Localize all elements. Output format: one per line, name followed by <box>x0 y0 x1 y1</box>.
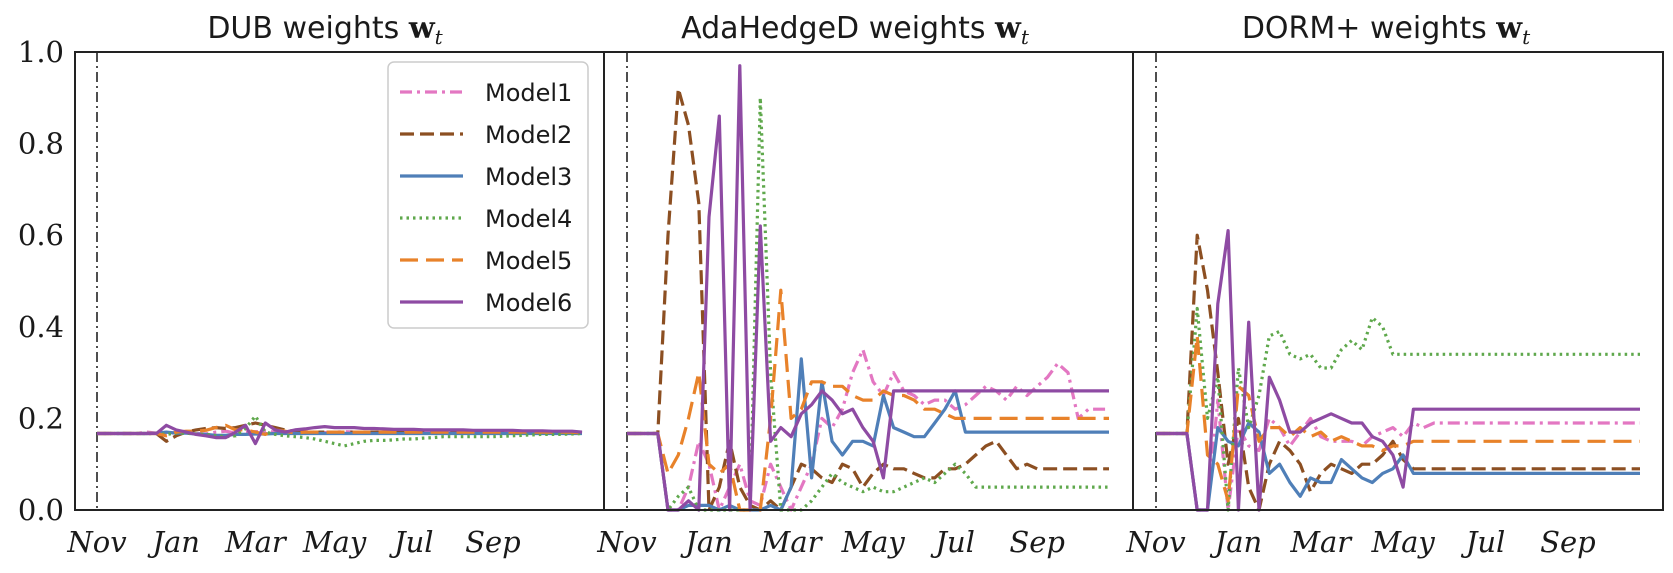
series-line-model6 <box>1156 229 1640 512</box>
x-tick-label: Jul <box>1461 525 1506 559</box>
x-tick-label: May <box>840 525 905 559</box>
x-tick-label: Nov <box>66 525 127 559</box>
y-tick-label: 0.2 <box>18 401 64 435</box>
series-line-model4 <box>1156 306 1640 512</box>
series-line-model5 <box>1156 334 1640 503</box>
panel-dub-weights: DUB weights wt Nov Jan Mar May Jul Sep <box>66 11 605 559</box>
legend-label: Model5 <box>485 247 572 275</box>
x-tick-label: Mar <box>760 525 824 559</box>
series-line-model6 <box>97 421 583 446</box>
x-tick-label: Nov <box>1125 525 1186 559</box>
x-tick-label: Jul <box>930 525 975 559</box>
panel-adahedged-weights: AdaHedgeD weights wt Nov Jan Mar May Jul Sep <box>596 11 1134 559</box>
y-axis-ticks: 0.0 0.2 0.4 0.6 0.8 1.0 <box>18 35 64 527</box>
series-line-model6 <box>627 64 1109 512</box>
x-tick-label: May <box>1370 525 1435 559</box>
y-tick-label: 0.6 <box>18 218 64 252</box>
x-tick-label: Jan <box>1210 525 1263 559</box>
series-line-model3 <box>627 357 1109 512</box>
panel-title-dub: DUB weights wt <box>207 11 443 49</box>
x-tick-label: Sep <box>465 525 521 559</box>
panel-title-dormplus: DORM+ weights wt <box>1242 11 1531 49</box>
y-tick-label: 0.0 <box>18 493 64 527</box>
legend-label: Model3 <box>485 163 572 191</box>
legend: Model1 Model2 Model3 Model4 Model5 Model6 <box>387 61 589 329</box>
x-tick-label: Sep <box>1540 525 1596 559</box>
legend-label: Model2 <box>485 121 572 149</box>
y-tick-label: 0.4 <box>18 310 64 344</box>
series-line-model4 <box>627 96 1109 512</box>
x-tick-label: Jul <box>389 525 434 559</box>
panel-title-adahedged: AdaHedgeD weights wt <box>681 11 1030 49</box>
x-tick-label: Mar <box>1289 525 1353 559</box>
y-tick-label: 1.0 <box>18 35 64 69</box>
x-tick-label: May <box>302 525 367 559</box>
x-tick-label: Sep <box>1009 525 1065 559</box>
panel-dormplus-weights: DORM+ weights wt Nov Jan Mar May Jul Sep <box>1125 11 1664 559</box>
x-tick-label: Jan <box>680 525 733 559</box>
x-tick-label: Mar <box>224 525 288 559</box>
series-line-model2 <box>1156 233 1640 512</box>
legend-label: Model1 <box>485 79 572 107</box>
y-tick-label: 0.8 <box>18 127 64 161</box>
legend-label: Model6 <box>485 289 572 317</box>
series-line-model4 <box>97 414 583 448</box>
legend-label: Model4 <box>485 205 572 233</box>
axes-frame-dormplus <box>1132 51 1664 511</box>
x-tick-label: Nov <box>596 525 657 559</box>
series-line-model5 <box>627 288 1109 512</box>
series-line-model2 <box>627 86 1109 512</box>
series-line-model5 <box>97 423 583 438</box>
x-tick-label: Jan <box>147 525 200 559</box>
